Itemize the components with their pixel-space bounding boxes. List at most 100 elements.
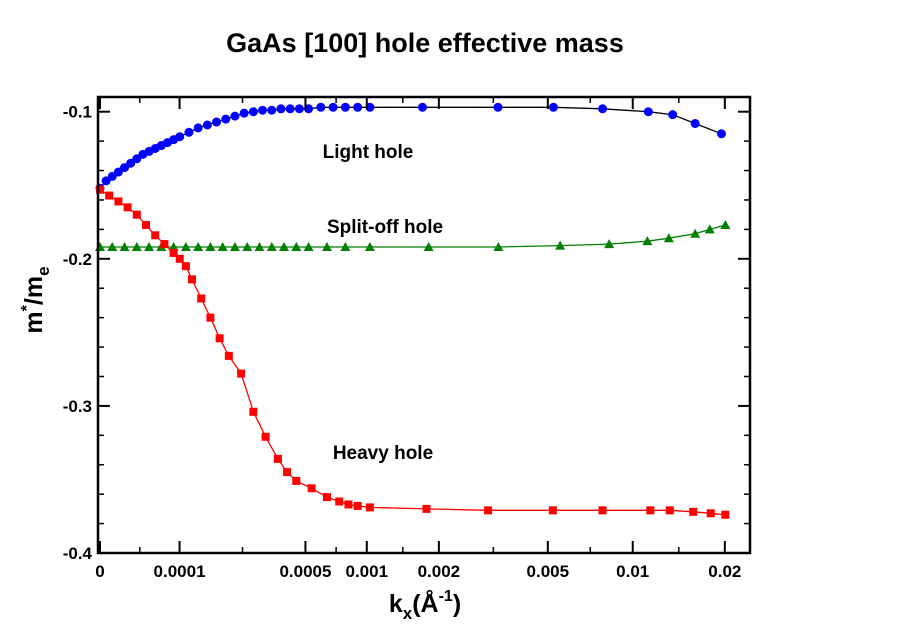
data-point-heavy-hole bbox=[151, 231, 160, 240]
data-point-split-off-hole bbox=[217, 242, 228, 252]
data-point-heavy-hole bbox=[344, 500, 353, 509]
data-point-heavy-hole bbox=[322, 493, 331, 502]
data-point-heavy-hole bbox=[706, 509, 715, 518]
y-axis-label-sup: * bbox=[19, 304, 36, 311]
data-point-heavy-hole bbox=[283, 468, 292, 477]
data-point-split-off-hole bbox=[493, 242, 504, 252]
y-tick-label: -0.2 bbox=[63, 250, 92, 269]
x-tick-label: 0.002 bbox=[418, 562, 461, 581]
data-point-light-hole bbox=[353, 102, 363, 112]
data-point-light-hole bbox=[340, 102, 350, 112]
x-tick-label: 0.005 bbox=[527, 562, 570, 581]
x-tick-label: 0.0005 bbox=[279, 562, 331, 581]
data-point-heavy-hole bbox=[721, 510, 730, 519]
data-point-heavy-hole bbox=[181, 262, 190, 271]
data-point-split-off-hole bbox=[690, 228, 701, 238]
data-point-split-off-hole bbox=[131, 242, 142, 252]
y-axis-label-sub: e bbox=[34, 266, 53, 275]
x-axis-label: kx(Å-1) bbox=[389, 588, 461, 623]
data-point-heavy-hole bbox=[292, 476, 301, 485]
data-point-split-off-hole bbox=[205, 242, 216, 252]
chart-title: GaAs [100] hole effective mass bbox=[226, 28, 624, 58]
data-point-split-off-hole bbox=[193, 242, 204, 252]
data-point-light-hole bbox=[418, 102, 428, 112]
data-point-light-hole bbox=[285, 104, 295, 114]
plot-frame bbox=[96, 95, 752, 555]
annotation-light-hole: Light hole bbox=[323, 142, 414, 163]
x-axis-label-unit: Å bbox=[421, 589, 439, 618]
data-point-split-off-hole bbox=[604, 239, 615, 249]
annotation-heavy-hole: Heavy hole bbox=[333, 443, 433, 464]
data-point-heavy-hole bbox=[160, 240, 169, 249]
data-point-heavy-hole bbox=[169, 248, 178, 257]
data-point-heavy-hole bbox=[96, 185, 104, 194]
data-point-heavy-hole bbox=[665, 506, 674, 515]
data-point-heavy-hole bbox=[484, 506, 493, 515]
data-point-split-off-hole bbox=[279, 242, 290, 252]
data-point-heavy-hole bbox=[105, 191, 114, 200]
data-point-heavy-hole bbox=[353, 501, 362, 510]
data-point-light-hole bbox=[716, 129, 726, 139]
data-point-split-off-hole bbox=[180, 242, 191, 252]
data-point-heavy-hole bbox=[422, 504, 431, 513]
data-point-heavy-hole bbox=[123, 203, 132, 212]
data-point-light-hole bbox=[239, 108, 249, 118]
x-axis-label-sub: x bbox=[403, 604, 413, 623]
series-split-off-hole bbox=[95, 219, 731, 252]
y-tick-label: -0.3 bbox=[63, 397, 92, 416]
data-point-heavy-hole bbox=[335, 497, 344, 506]
series-heavy-hole bbox=[96, 185, 730, 519]
data-point-light-hole bbox=[175, 132, 185, 142]
data-point-light-hole bbox=[493, 102, 503, 112]
data-point-light-hole bbox=[598, 104, 608, 114]
data-point-light-hole bbox=[202, 120, 212, 130]
data-point-heavy-hole bbox=[646, 506, 655, 515]
data-point-split-off-hole bbox=[555, 240, 566, 250]
x-tick-label: 0.001 bbox=[346, 562, 389, 581]
data-point-split-off-hole bbox=[720, 219, 731, 229]
data-point-light-hole bbox=[212, 117, 222, 127]
plot-area bbox=[95, 102, 731, 519]
data-point-light-hole bbox=[276, 104, 286, 114]
data-point-split-off-hole bbox=[119, 242, 130, 252]
data-point-split-off-hole bbox=[229, 242, 240, 252]
data-point-light-hole bbox=[294, 104, 304, 114]
data-point-split-off-hole bbox=[254, 242, 265, 252]
data-point-light-hole bbox=[267, 105, 277, 115]
data-point-light-hole bbox=[328, 102, 338, 112]
annotation-split-off-hole: Split-off hole bbox=[327, 217, 443, 238]
x-axis-label-base: k bbox=[389, 590, 403, 618]
x-axis-label-paren-open: ( bbox=[412, 590, 421, 618]
data-point-light-hole bbox=[184, 127, 194, 137]
data-point-light-hole bbox=[548, 102, 558, 112]
data-point-heavy-hole bbox=[689, 507, 698, 516]
series-line-heavy-hole bbox=[99, 189, 726, 516]
data-point-heavy-hole bbox=[175, 254, 184, 263]
x-axis-label-paren-close: ) bbox=[453, 590, 461, 618]
data-point-light-hole bbox=[643, 107, 653, 117]
data-point-light-hole bbox=[316, 102, 326, 112]
data-point-heavy-hole bbox=[307, 484, 316, 493]
data-point-split-off-hole bbox=[242, 242, 253, 252]
data-point-split-off-hole bbox=[291, 242, 302, 252]
data-point-split-off-hole bbox=[364, 242, 375, 252]
data-point-split-off-hole bbox=[704, 224, 715, 234]
x-tick-label: 0.02 bbox=[708, 562, 741, 581]
data-point-light-hole bbox=[690, 118, 700, 128]
data-point-heavy-hole bbox=[224, 351, 233, 360]
data-point-heavy-hole bbox=[273, 454, 282, 463]
data-point-heavy-hole bbox=[188, 275, 197, 284]
y-axis-label: m*/me bbox=[19, 266, 53, 333]
data-point-split-off-hole bbox=[423, 242, 434, 252]
data-point-split-off-hole bbox=[663, 233, 674, 243]
y-axis: -0.1 -0.2 -0.3 -0.4 bbox=[63, 103, 750, 563]
data-point-split-off-hole bbox=[642, 236, 653, 246]
data-point-heavy-hole bbox=[237, 369, 246, 378]
y-tick-label: -0.1 bbox=[63, 103, 92, 122]
data-point-light-hole bbox=[248, 107, 258, 117]
data-point-split-off-hole bbox=[107, 242, 118, 252]
data-point-heavy-hole bbox=[215, 334, 224, 343]
series-light-hole bbox=[95, 102, 726, 193]
data-point-heavy-hole bbox=[114, 197, 123, 206]
data-point-heavy-hole bbox=[197, 294, 206, 303]
